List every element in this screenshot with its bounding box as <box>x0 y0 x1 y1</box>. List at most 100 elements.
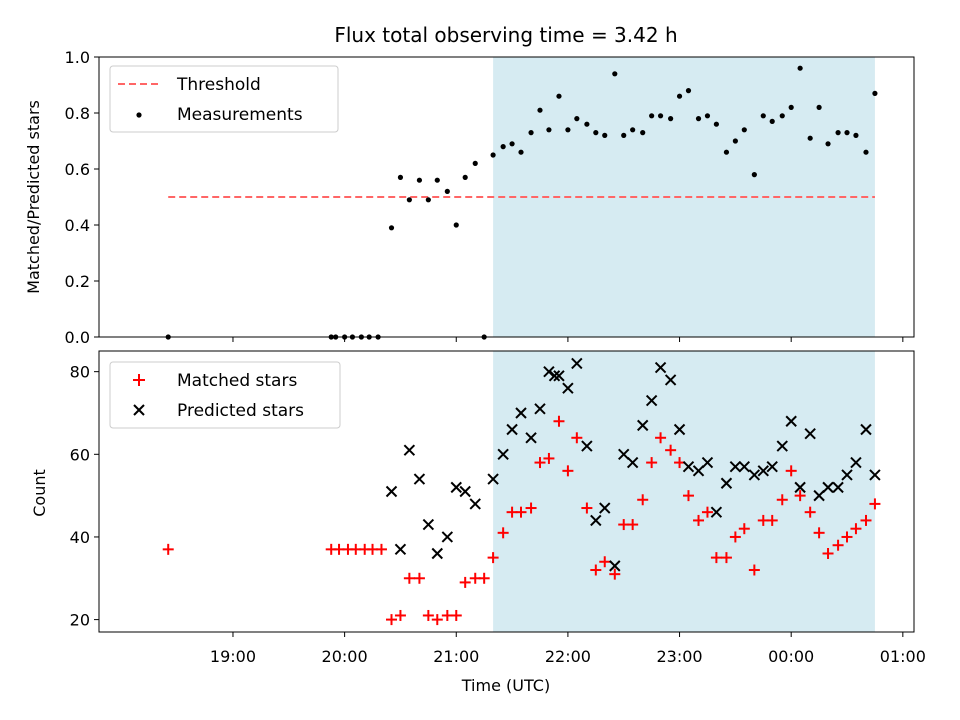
measurement-point <box>704 113 711 119</box>
matched-star-marker <box>776 494 788 506</box>
predicted-marker-b <box>581 440 593 452</box>
predicted-marker-b <box>776 440 788 452</box>
count-y-ticks: 20 40 60 80 <box>70 363 99 630</box>
predicted-star-marker <box>673 423 686 436</box>
matched-star-marker <box>804 506 816 518</box>
predicted-star-marker <box>832 481 844 494</box>
measurement-point <box>649 113 655 119</box>
predicted-marker-b <box>720 477 733 489</box>
predicted-marker-b <box>525 432 537 444</box>
predicted-star-marker <box>776 440 788 452</box>
measurement-point <box>518 149 524 155</box>
matched-star-marker <box>766 514 778 526</box>
matched-star-marker <box>655 432 667 444</box>
predicted-star-marker <box>525 432 537 444</box>
predicted-star-marker <box>403 444 416 456</box>
matched-star-marker <box>729 531 741 543</box>
predicted-marker-b <box>441 531 454 543</box>
chart-title: Flux total observing time = 3.42 h <box>334 23 677 47</box>
y-tick-label: 0.2 <box>65 272 90 291</box>
predicted-star-marker <box>394 543 407 556</box>
measurement-point <box>444 188 450 194</box>
x-tick-label: 00:00 <box>768 647 814 666</box>
predicted-marker-b <box>673 423 686 436</box>
predicted-marker-b <box>497 448 509 461</box>
matched-star-marker <box>869 498 881 510</box>
x-tick-label: 23:00 <box>656 647 702 666</box>
predicted-marker-b <box>469 498 481 510</box>
predicted-marker-b <box>394 543 407 556</box>
measurement-point <box>556 93 562 99</box>
matched-star-marker <box>637 494 649 506</box>
matched-stars-points <box>162 415 881 626</box>
predicted-marker-b <box>869 469 881 481</box>
ratio-panel: 0.0 0.2 0.4 0.6 0.8 1.0 Flux total observing … <box>24 23 915 347</box>
predicted-marker-b <box>487 473 499 485</box>
matched-star-marker <box>841 531 853 543</box>
predicted-marker-b <box>692 465 705 477</box>
measurement-point <box>825 141 831 147</box>
predicted-marker-b <box>618 448 630 461</box>
x-tick-label: 22:00 <box>545 647 591 666</box>
predicted-star-marker <box>515 407 527 419</box>
predicted-star-marker <box>841 469 853 481</box>
measurement-point <box>807 135 813 141</box>
matched-star-marker <box>813 527 825 539</box>
matched-star-marker <box>394 609 406 621</box>
predicted-star-marker <box>431 547 443 560</box>
measurement-point <box>584 121 590 127</box>
predicted-marker-b <box>548 370 561 382</box>
predicted-star-marker <box>766 460 778 473</box>
measurement-point <box>593 130 599 136</box>
measurement-point <box>741 127 747 133</box>
measurement-point <box>816 104 822 110</box>
predicted-marker-b <box>748 469 761 481</box>
measurement-point <box>863 149 869 155</box>
measurement-point <box>640 130 646 136</box>
legend-threshold-label: Threshold <box>176 75 261 95</box>
predicted-star-marker <box>450 481 462 494</box>
predicted-marker-b <box>543 365 555 378</box>
matched-star-marker <box>590 564 602 576</box>
matched-star-marker <box>562 465 574 477</box>
x-tick-label: 19:00 <box>210 647 256 666</box>
measurement-point <box>872 90 878 96</box>
predicted-marker-b <box>431 547 443 560</box>
predicted-marker-b <box>599 502 611 514</box>
measurement-point <box>528 130 534 136</box>
y-tick-label: 80 <box>70 363 90 382</box>
y-tick-label: 20 <box>70 611 90 630</box>
predicted-star-marker <box>654 361 667 374</box>
legend-measurements-label: Measurements <box>177 105 303 125</box>
ratio-legend-box <box>109 65 339 133</box>
ratio-panel-frame <box>98 56 915 338</box>
matched-star-marker <box>403 572 415 584</box>
predicted-star-marker <box>785 415 797 427</box>
measurement-point <box>853 132 859 138</box>
predicted-star-marker <box>636 419 649 432</box>
measurement-point <box>732 138 738 144</box>
predicted-star-marker <box>794 481 806 494</box>
matched-star-marker <box>860 514 872 526</box>
matched-star-marker <box>422 609 434 621</box>
x-tick-label: 01:00 <box>880 647 926 666</box>
matched-star-marker <box>785 465 797 477</box>
predicted-star-marker <box>469 498 481 510</box>
measurement-point <box>490 152 496 158</box>
y-tick-label: 0.0 <box>65 328 90 347</box>
predicted-marker-b <box>422 518 435 531</box>
matched-star-marker <box>609 568 621 580</box>
measurement-point <box>472 160 478 166</box>
predicted-marker-b <box>682 460 695 473</box>
measurement-point <box>621 132 627 138</box>
measurement-point <box>612 71 618 77</box>
predicted-marker-b <box>860 423 872 436</box>
predicted-marker-b <box>804 427 816 440</box>
predicted-marker-b <box>701 456 714 469</box>
measurement-point <box>695 116 702 122</box>
matched-star-marker <box>571 432 583 444</box>
y-tick-label: 1.0 <box>65 48 90 67</box>
predicted-star-marker <box>729 460 742 473</box>
matched-star-marker <box>553 415 565 427</box>
measurement-point <box>546 127 552 133</box>
